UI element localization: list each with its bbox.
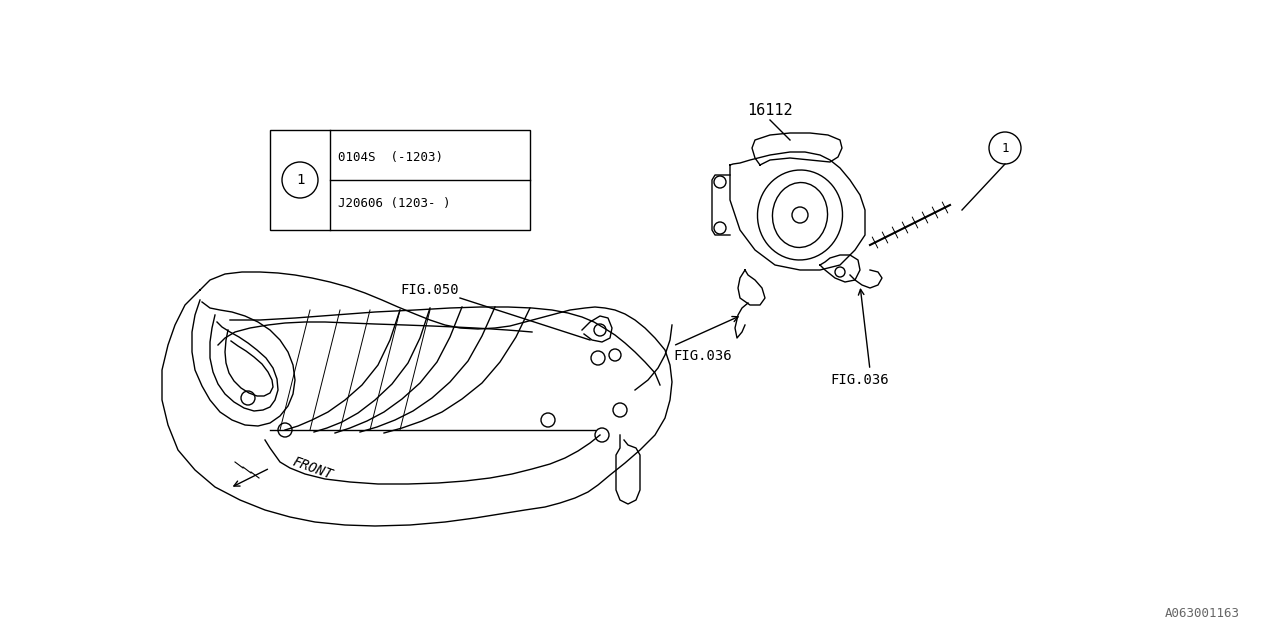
Text: FIG.050: FIG.050: [401, 283, 460, 297]
Bar: [270, 130, 530, 230]
Text: FIG.036: FIG.036: [673, 349, 732, 363]
Text: J20606 (1203- ): J20606 (1203- ): [338, 196, 451, 209]
Text: A063001163: A063001163: [1165, 607, 1240, 620]
Text: 0104S  (-1203): 0104S (-1203): [338, 150, 443, 163]
Text: FRONT: FRONT: [291, 454, 334, 482]
Text: 1: 1: [1001, 141, 1009, 154]
Text: 1: 1: [296, 173, 305, 187]
Text: 16112: 16112: [748, 103, 792, 118]
Text: FIG.036: FIG.036: [829, 373, 888, 387]
